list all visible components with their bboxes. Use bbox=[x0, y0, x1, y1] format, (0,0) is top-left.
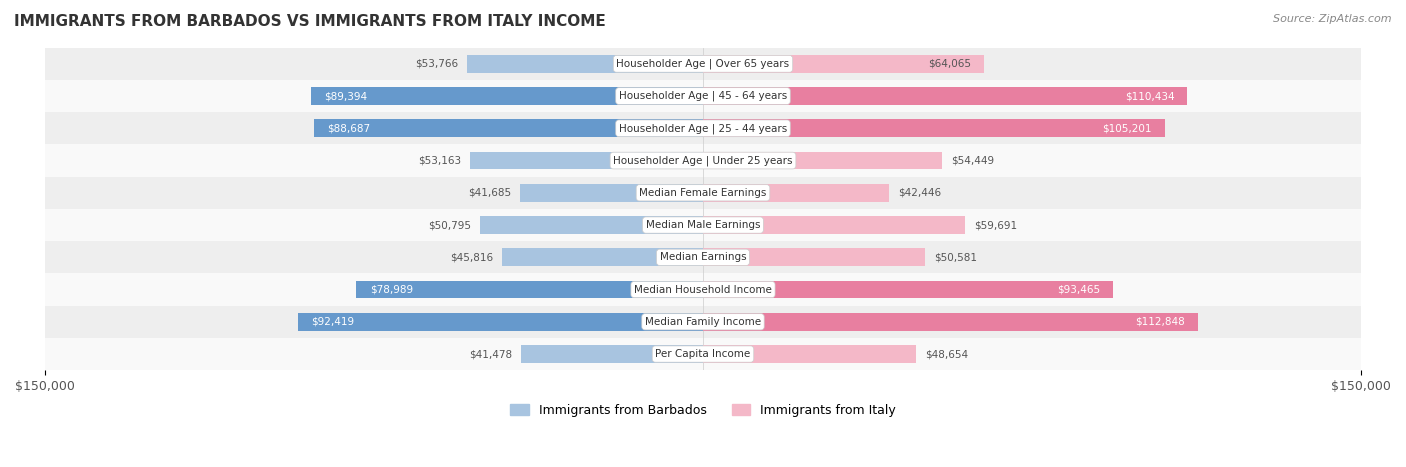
Text: $105,201: $105,201 bbox=[1102, 123, 1152, 133]
Text: $78,989: $78,989 bbox=[370, 284, 413, 295]
Text: Median Earnings: Median Earnings bbox=[659, 252, 747, 262]
Text: $50,581: $50,581 bbox=[934, 252, 977, 262]
Text: $92,419: $92,419 bbox=[311, 317, 354, 327]
Bar bbox=[502, 248, 703, 266]
Bar bbox=[703, 281, 1114, 298]
Bar bbox=[703, 55, 984, 73]
Legend: Immigrants from Barbados, Immigrants from Italy: Immigrants from Barbados, Immigrants fro… bbox=[505, 399, 901, 422]
Bar bbox=[470, 152, 703, 170]
Text: $42,446: $42,446 bbox=[898, 188, 941, 198]
Text: Per Capita Income: Per Capita Income bbox=[655, 349, 751, 359]
Bar bbox=[522, 345, 703, 363]
Text: $41,685: $41,685 bbox=[468, 188, 512, 198]
Bar bbox=[45, 306, 1361, 338]
Text: Median Male Earnings: Median Male Earnings bbox=[645, 220, 761, 230]
Text: $59,691: $59,691 bbox=[973, 220, 1017, 230]
Text: Householder Age | 25 - 44 years: Householder Age | 25 - 44 years bbox=[619, 123, 787, 134]
Text: $53,163: $53,163 bbox=[418, 156, 461, 166]
Text: Median Household Income: Median Household Income bbox=[634, 284, 772, 295]
Text: $48,654: $48,654 bbox=[925, 349, 969, 359]
Bar bbox=[314, 120, 703, 137]
Text: Source: ZipAtlas.com: Source: ZipAtlas.com bbox=[1274, 14, 1392, 24]
Text: Median Female Earnings: Median Female Earnings bbox=[640, 188, 766, 198]
Text: $45,816: $45,816 bbox=[450, 252, 494, 262]
Bar bbox=[45, 177, 1361, 209]
Text: $88,687: $88,687 bbox=[328, 123, 370, 133]
Text: Median Family Income: Median Family Income bbox=[645, 317, 761, 327]
Text: $89,394: $89,394 bbox=[323, 91, 367, 101]
Text: Householder Age | Over 65 years: Householder Age | Over 65 years bbox=[616, 58, 790, 69]
Bar bbox=[703, 184, 889, 202]
Bar bbox=[520, 184, 703, 202]
Text: $93,465: $93,465 bbox=[1057, 284, 1099, 295]
Text: $112,848: $112,848 bbox=[1135, 317, 1185, 327]
Bar bbox=[467, 55, 703, 73]
Bar bbox=[703, 216, 965, 234]
Bar bbox=[45, 241, 1361, 274]
Text: Householder Age | 45 - 64 years: Householder Age | 45 - 64 years bbox=[619, 91, 787, 101]
Text: $64,065: $64,065 bbox=[928, 59, 972, 69]
Text: Householder Age | Under 25 years: Householder Age | Under 25 years bbox=[613, 156, 793, 166]
Bar bbox=[703, 87, 1188, 105]
Bar bbox=[45, 274, 1361, 306]
Bar bbox=[703, 313, 1198, 331]
Bar bbox=[298, 313, 703, 331]
Bar bbox=[703, 120, 1164, 137]
Text: $53,766: $53,766 bbox=[415, 59, 458, 69]
Bar bbox=[703, 248, 925, 266]
Text: $54,449: $54,449 bbox=[950, 156, 994, 166]
Text: $41,478: $41,478 bbox=[470, 349, 512, 359]
Bar bbox=[45, 209, 1361, 241]
Bar bbox=[703, 345, 917, 363]
Bar bbox=[45, 144, 1361, 177]
Bar bbox=[703, 152, 942, 170]
Text: $50,795: $50,795 bbox=[429, 220, 471, 230]
Bar bbox=[45, 80, 1361, 112]
Text: IMMIGRANTS FROM BARBADOS VS IMMIGRANTS FROM ITALY INCOME: IMMIGRANTS FROM BARBADOS VS IMMIGRANTS F… bbox=[14, 14, 606, 29]
Bar bbox=[45, 112, 1361, 144]
Bar bbox=[45, 338, 1361, 370]
Text: $110,434: $110,434 bbox=[1125, 91, 1174, 101]
Bar bbox=[357, 281, 703, 298]
Bar bbox=[311, 87, 703, 105]
Bar bbox=[45, 48, 1361, 80]
Bar bbox=[481, 216, 703, 234]
